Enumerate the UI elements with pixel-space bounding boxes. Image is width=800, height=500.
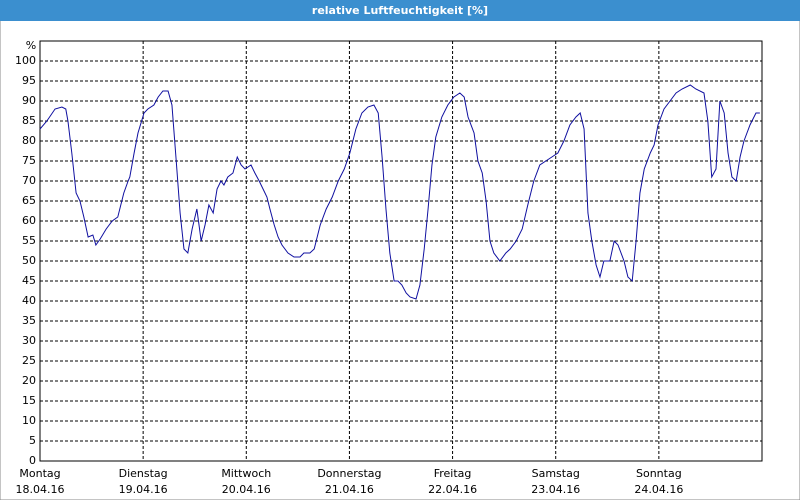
x-tick-label: Freitag bbox=[434, 467, 472, 480]
chart-title: relative Luftfeuchtigkeit [%] bbox=[312, 4, 488, 17]
x-tick-date: 19.04.16 bbox=[119, 483, 168, 496]
y-axis-label: % bbox=[26, 39, 36, 52]
y-tick-label: 55 bbox=[22, 234, 36, 247]
y-tick-label: 0 bbox=[29, 454, 36, 467]
y-tick-label: 100 bbox=[15, 54, 36, 67]
y-tick-label: 10 bbox=[22, 414, 36, 427]
y-tick-label: 65 bbox=[22, 194, 36, 207]
x-tick-date: 20.04.16 bbox=[222, 483, 271, 496]
y-tick-label: 40 bbox=[22, 294, 36, 307]
y-tick-label: 50 bbox=[22, 254, 36, 267]
y-tick-label: 5 bbox=[29, 434, 36, 447]
y-tick-label: 30 bbox=[22, 334, 36, 347]
x-tick-label: Sonntag bbox=[636, 467, 682, 480]
y-tick-label: 75 bbox=[22, 154, 36, 167]
y-tick-label: 25 bbox=[22, 354, 36, 367]
y-tick-label: 15 bbox=[22, 394, 36, 407]
y-tick-label: 90 bbox=[22, 94, 36, 107]
x-tick-date: 23.04.16 bbox=[531, 483, 580, 496]
x-tick-label: Montag bbox=[19, 467, 60, 480]
title-bar bbox=[0, 0, 800, 21]
x-tick-date: 18.04.16 bbox=[16, 483, 65, 496]
x-tick-date: 22.04.16 bbox=[428, 483, 477, 496]
y-tick-label: 35 bbox=[22, 314, 36, 327]
y-tick-label: 80 bbox=[22, 134, 36, 147]
y-tick-label: 45 bbox=[22, 274, 36, 287]
y-tick-label: 95 bbox=[22, 74, 36, 87]
plot-frame bbox=[39, 40, 763, 462]
y-tick-label: 85 bbox=[22, 114, 36, 127]
x-tick-label: Mittwoch bbox=[221, 467, 271, 480]
x-tick-label: Dienstag bbox=[119, 467, 168, 480]
x-tick-date: 24.04.16 bbox=[634, 483, 683, 496]
x-tick-label: Donnerstag bbox=[317, 467, 381, 480]
y-tick-label: 20 bbox=[22, 374, 36, 387]
x-tick-label: Samstag bbox=[532, 467, 580, 480]
y-tick-label: 60 bbox=[22, 214, 36, 227]
data-line bbox=[39, 84, 760, 300]
x-tick-date: 21.04.16 bbox=[325, 483, 374, 496]
y-tick-label: 70 bbox=[22, 174, 36, 187]
